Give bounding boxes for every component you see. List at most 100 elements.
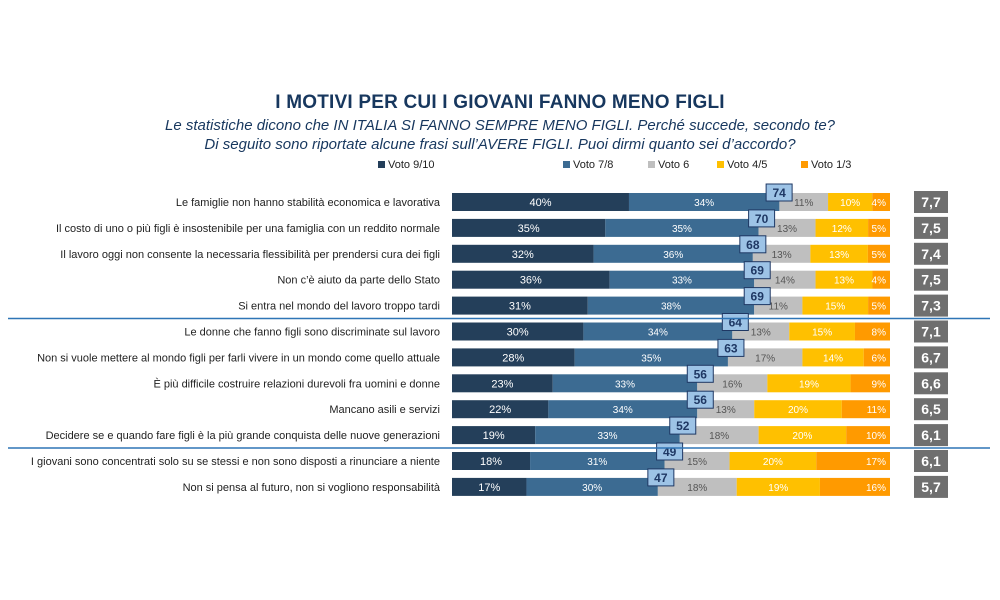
data-label: 20% <box>763 457 783 468</box>
total-callout-value: 64 <box>729 316 743 330</box>
legend-swatch <box>717 161 724 168</box>
avg-score-value: 6,6 <box>921 375 941 391</box>
avg-score-box <box>914 450 948 472</box>
chart-title: I MOTIVI PER CUI I GIOVANI FANNO MENO FI… <box>275 92 725 113</box>
bar-segment <box>872 270 890 289</box>
total-callout-value: 70 <box>755 212 769 226</box>
data-label: 12% <box>832 224 852 235</box>
legend-swatch <box>563 161 570 168</box>
bar-segment <box>863 348 890 367</box>
avg-score-box <box>914 346 948 369</box>
total-callout-box <box>686 390 714 409</box>
data-label: 19% <box>768 483 788 494</box>
bar-segment <box>872 193 890 211</box>
data-label: 33% <box>597 431 617 442</box>
bar-segment <box>609 270 755 289</box>
bar-segment <box>452 244 594 263</box>
data-label: 35% <box>641 353 661 364</box>
row-label: Si entra nel mondo del lavoro troppo tar… <box>238 301 440 313</box>
data-label: 30% <box>582 483 602 494</box>
data-label: 33% <box>672 276 692 287</box>
data-label: 9% <box>872 379 887 390</box>
bar-segment <box>697 374 768 393</box>
legend-label: Voto 9/10 <box>388 159 435 171</box>
total-callout-value: 69 <box>751 290 765 304</box>
row-label: È più difficile costruire relazioni dure… <box>153 377 440 390</box>
bar-segment <box>605 218 759 237</box>
data-label: 34% <box>613 405 633 416</box>
avg-score-value: 7,7 <box>921 194 941 210</box>
data-label: 20% <box>788 405 808 416</box>
data-label: 4% <box>872 198 887 209</box>
chart-subtitle-line-1: Le statistiche dicono che IN ITALIA SI F… <box>165 117 835 134</box>
bar-segment <box>754 400 842 419</box>
data-label: 10% <box>840 198 860 209</box>
bar-segment <box>727 348 803 367</box>
legend-swatch <box>378 161 385 168</box>
bar-segment <box>789 322 855 341</box>
bar-segment <box>452 270 610 289</box>
avg-score-box <box>914 242 948 265</box>
total-callout-value: 63 <box>724 341 738 355</box>
data-label: 16% <box>722 379 742 390</box>
data-label: 5% <box>872 302 887 313</box>
avg-score-value: 7,3 <box>921 298 941 314</box>
bar-segment <box>828 193 873 211</box>
bar-segment <box>535 426 680 445</box>
legend-label: Voto 1/3 <box>811 159 851 171</box>
avg-score-value: 6,7 <box>921 349 941 365</box>
bar-segment <box>736 477 820 496</box>
bar-segment <box>868 218 890 237</box>
bar-segment <box>593 244 753 263</box>
data-label: 31% <box>509 301 531 313</box>
total-callout-box <box>743 287 771 306</box>
avg-score-box <box>914 475 948 498</box>
legend-swatch <box>648 161 655 168</box>
avg-score-value: 7,5 <box>921 220 941 236</box>
total-callout-box <box>686 364 714 383</box>
row-label: Non c’è aiuto da parte dello Stato <box>277 275 440 287</box>
legend-label: Voto 6 <box>658 159 689 171</box>
data-label: 35% <box>672 224 692 235</box>
bar-segment <box>452 348 575 367</box>
bar-segment <box>574 348 728 367</box>
bar-segment <box>452 374 553 393</box>
bar-segment <box>816 452 890 470</box>
data-label: 13% <box>751 328 771 339</box>
bar-segment <box>802 348 864 367</box>
row-label: Mancano asili e servizi <box>329 404 440 416</box>
total-callout-value: 47 <box>654 471 668 485</box>
bar-segment <box>452 322 584 341</box>
avg-score-box <box>914 268 948 291</box>
data-label: 13% <box>829 250 849 261</box>
row-label: Non si vuole mettere al mondo figli per … <box>37 352 440 364</box>
bar-segment <box>679 426 759 445</box>
row-label: Le donne che fanno figli sono discrimina… <box>184 327 440 339</box>
avg-score-box <box>914 424 948 447</box>
data-label: 30% <box>507 327 529 339</box>
data-label: 16% <box>866 483 886 494</box>
row-label: I giovani sono concentrati solo su se st… <box>31 456 440 468</box>
avg-score-box <box>914 320 948 343</box>
data-label: 34% <box>694 198 714 209</box>
data-label: 11% <box>867 405 886 416</box>
data-label: 40% <box>529 197 551 209</box>
data-label: 18% <box>480 456 502 468</box>
data-label: 13% <box>716 405 736 416</box>
bar-segment <box>868 296 890 315</box>
data-label: 32% <box>512 249 534 261</box>
data-label: 23% <box>491 378 513 390</box>
bar-segment <box>758 426 847 445</box>
avg-score-value: 7,1 <box>921 324 941 340</box>
row-label: Il costo di uno o più figli è insostenib… <box>56 223 440 235</box>
avg-score-box <box>914 398 948 421</box>
bar-segment <box>587 296 755 315</box>
bar-segment <box>850 374 890 393</box>
avg-score-value: 7,5 <box>921 272 941 288</box>
total-callout-value: 49 <box>663 445 677 459</box>
total-callout-box <box>647 468 675 487</box>
data-label: 20% <box>792 431 812 442</box>
legend-swatch <box>801 161 808 168</box>
bar-segment <box>767 374 851 393</box>
bar-segment <box>452 193 629 211</box>
